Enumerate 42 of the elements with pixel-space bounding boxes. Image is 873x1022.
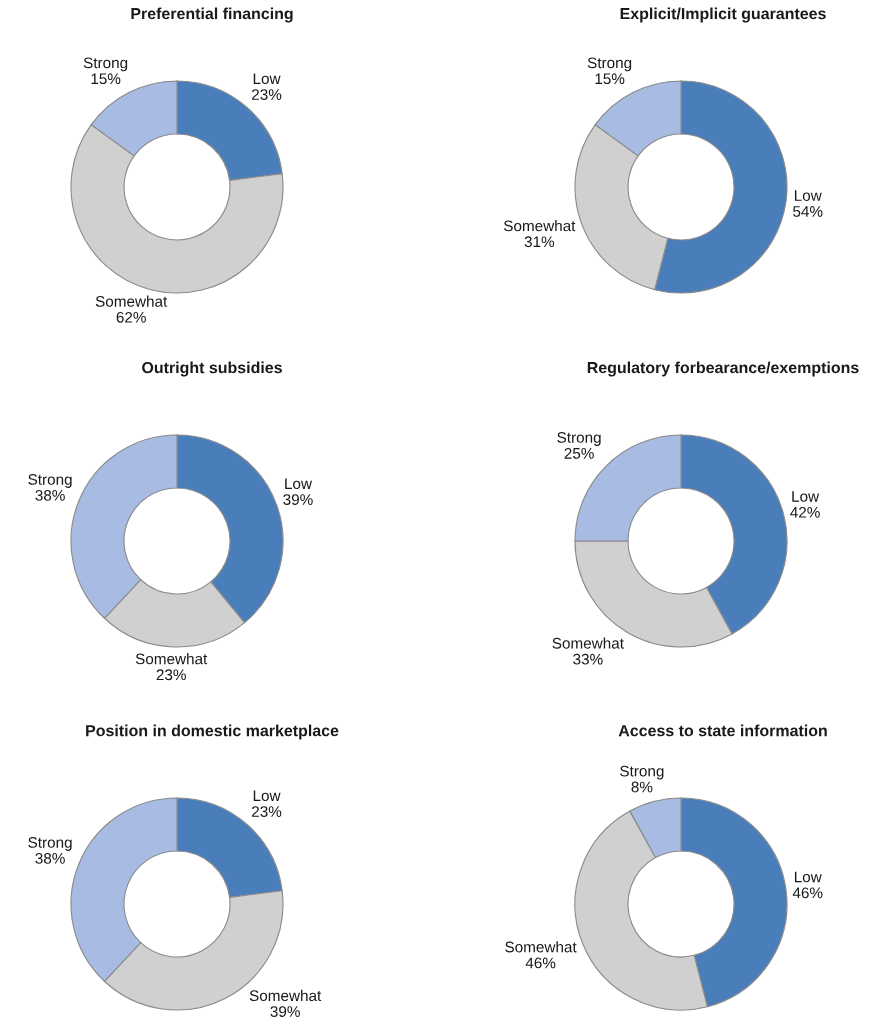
slice-label: Strong bbox=[28, 837, 72, 851]
slice-label: Low bbox=[792, 491, 820, 502]
data-label: 31% bbox=[524, 236, 555, 248]
data-label: 23% bbox=[156, 669, 186, 681]
slice-label: Low bbox=[253, 790, 281, 802]
data-label: 8% bbox=[631, 781, 653, 793]
data-label: 62% bbox=[116, 311, 146, 323]
chart-title: Outright subsidies bbox=[142, 361, 282, 377]
slice-label: Somewhat bbox=[249, 989, 322, 1002]
slice-label: Strong bbox=[28, 474, 72, 488]
slice-label: Somewhat bbox=[135, 653, 208, 665]
data-label: 42% bbox=[790, 506, 820, 518]
data-label: 39% bbox=[283, 494, 313, 505]
data-label: 33% bbox=[573, 653, 603, 665]
data-label: 25% bbox=[564, 447, 594, 459]
chart-title: Position in domestic marketplace bbox=[86, 724, 339, 740]
data-label: 54% bbox=[793, 206, 823, 217]
chart-title: Preferential financing bbox=[131, 7, 293, 23]
slice-label: Low bbox=[253, 73, 281, 85]
data-label: 15% bbox=[595, 73, 625, 85]
data-label: 46% bbox=[525, 957, 556, 969]
chart-title: Access to state information bbox=[618, 724, 827, 737]
slice-label: Strong bbox=[557, 432, 601, 446]
data-label: 39% bbox=[270, 1006, 300, 1017]
data-label: 38% bbox=[35, 852, 65, 864]
slice-label: Low bbox=[285, 478, 313, 490]
slice-label: Somewhat bbox=[503, 220, 576, 232]
slice-label: Somewhat bbox=[95, 295, 168, 307]
data-label: 15% bbox=[91, 73, 121, 85]
slice-label: Somewhat bbox=[505, 941, 577, 953]
slice-label: Low bbox=[794, 871, 822, 883]
slice-label: Strong bbox=[587, 57, 632, 72]
data-label: 38% bbox=[35, 489, 65, 501]
chart-title: Regulatory forbearance/exemptions bbox=[587, 361, 859, 377]
slice-label: Strong bbox=[620, 765, 664, 780]
data-label: 23% bbox=[252, 89, 282, 100]
data-label: 23% bbox=[252, 806, 282, 817]
chart-title: Explicit/Implicit guarantees bbox=[620, 7, 826, 23]
data-label: 46% bbox=[792, 887, 823, 899]
slice-label: Somewhat bbox=[552, 637, 624, 649]
slice-label: Low bbox=[794, 190, 822, 201]
slice-label: Strong bbox=[83, 57, 128, 72]
